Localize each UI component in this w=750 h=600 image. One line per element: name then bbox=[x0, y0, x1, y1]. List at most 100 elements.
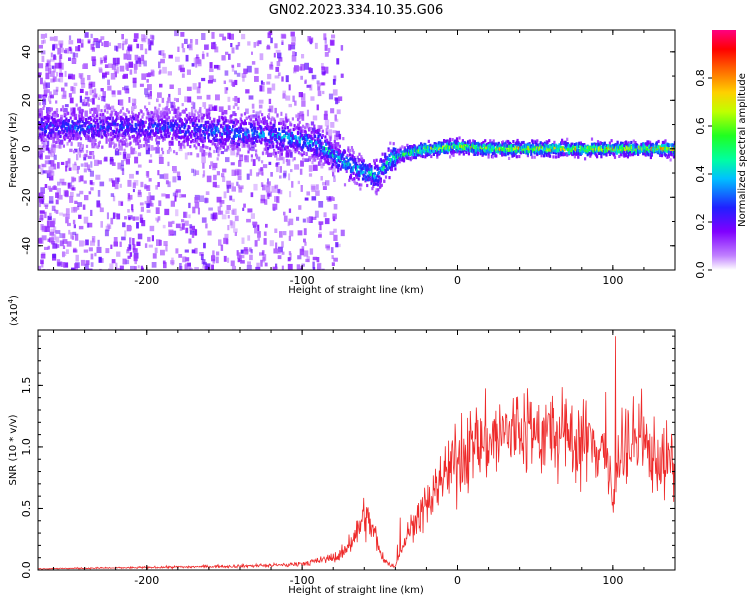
ridge-pixel bbox=[159, 127, 162, 131]
ridge-pixel bbox=[157, 107, 160, 111]
noise-pixel bbox=[175, 223, 181, 229]
ridge-pixel bbox=[322, 155, 325, 159]
ridge-pixel bbox=[85, 144, 89, 148]
ridge-pixel bbox=[336, 137, 339, 141]
noise-pixel bbox=[175, 209, 179, 217]
noise-pixel bbox=[171, 220, 175, 224]
ridge-pixel bbox=[368, 163, 371, 167]
noise-pixel bbox=[170, 140, 174, 146]
noise-pixel bbox=[114, 63, 119, 67]
noise-pixel bbox=[132, 244, 136, 250]
ridge-pixel bbox=[218, 119, 221, 123]
ridge-pixel bbox=[42, 122, 45, 126]
noise-pixel bbox=[122, 258, 127, 265]
noise-pixel bbox=[62, 90, 67, 98]
ridge-pixel bbox=[218, 115, 221, 119]
ridge-pixel bbox=[158, 136, 161, 140]
ridge-pixel bbox=[168, 131, 171, 136]
ridge-pixel bbox=[430, 154, 433, 159]
ridge-pixel bbox=[130, 146, 133, 150]
noise-pixel bbox=[238, 160, 242, 167]
noise-pixel bbox=[333, 228, 337, 233]
ridge-pixel bbox=[196, 133, 199, 137]
noise-pixel bbox=[116, 66, 119, 74]
ridge-pixel bbox=[261, 117, 265, 121]
noise-pixel bbox=[75, 254, 79, 262]
noise-pixel bbox=[266, 81, 271, 85]
ridge-pixel bbox=[486, 149, 489, 153]
noise-pixel bbox=[83, 168, 87, 173]
noise-pixel bbox=[178, 65, 182, 71]
ridge-pixel bbox=[110, 110, 113, 114]
noise-pixel bbox=[311, 186, 316, 192]
noise-pixel bbox=[262, 82, 265, 86]
ridge-pixel bbox=[609, 151, 612, 155]
noise-pixel bbox=[340, 229, 345, 237]
noise-pixel bbox=[111, 259, 116, 264]
ridge-pixel bbox=[421, 154, 424, 159]
noise-pixel bbox=[78, 214, 82, 219]
ridge-pixel bbox=[373, 174, 376, 178]
ridge-pixel bbox=[376, 174, 379, 178]
ridge-pixel bbox=[312, 158, 315, 162]
noise-pixel bbox=[135, 60, 138, 64]
ridge-pixel bbox=[118, 132, 121, 136]
noise-pixel bbox=[311, 74, 317, 80]
noise-pixel bbox=[211, 255, 216, 262]
ridge-pixel bbox=[370, 165, 373, 169]
noise-pixel bbox=[312, 261, 315, 269]
ridge-pixel bbox=[526, 142, 529, 146]
noise-pixel bbox=[288, 208, 292, 213]
ridge-pixel bbox=[500, 144, 503, 148]
noise-pixel bbox=[275, 242, 278, 249]
ridge-pixel bbox=[285, 113, 288, 117]
noise-pixel bbox=[56, 71, 59, 77]
ridge-pixel bbox=[42, 147, 45, 151]
noise-pixel bbox=[168, 221, 173, 228]
ridge-pixel bbox=[237, 106, 240, 110]
ridge-pixel bbox=[138, 112, 141, 116]
ridge-pixel bbox=[390, 158, 394, 162]
ridge-pixel bbox=[64, 119, 67, 123]
ridge-pixel bbox=[436, 155, 439, 159]
noise-pixel bbox=[236, 181, 239, 186]
ridge-pixel bbox=[43, 137, 46, 141]
ridge-pixel bbox=[50, 150, 53, 154]
noise-pixel bbox=[277, 255, 282, 260]
noise-pixel bbox=[194, 133, 197, 138]
ridge-pixel bbox=[293, 124, 296, 128]
ridge-pixel bbox=[356, 155, 359, 159]
ridge-pixel bbox=[465, 148, 468, 152]
noise-pixel bbox=[170, 200, 175, 207]
noise-pixel bbox=[189, 226, 193, 232]
noise-pixel bbox=[62, 251, 65, 258]
noise-pixel bbox=[49, 70, 55, 77]
ridge-pixel bbox=[173, 97, 177, 101]
ridge-pixel bbox=[631, 150, 634, 154]
noise-pixel bbox=[102, 75, 105, 80]
noise-pixel bbox=[228, 142, 233, 147]
noise-pixel bbox=[330, 122, 335, 128]
ridge-pixel bbox=[96, 111, 99, 115]
ridge-pixel bbox=[220, 144, 223, 148]
noise-pixel bbox=[243, 247, 248, 252]
noise-pixel bbox=[230, 221, 236, 229]
noise-pixel bbox=[174, 108, 178, 114]
ridge-pixel bbox=[601, 150, 604, 155]
ridge-pixel bbox=[458, 150, 461, 154]
noise-pixel bbox=[151, 235, 154, 242]
noise-pixel bbox=[141, 34, 146, 41]
noise-pixel bbox=[121, 236, 126, 241]
ridge-pixel bbox=[414, 145, 417, 150]
noise-pixel bbox=[48, 170, 52, 178]
noise-pixel bbox=[203, 242, 206, 249]
noise-pixel bbox=[316, 257, 320, 263]
ridge-pixel bbox=[338, 149, 341, 154]
noise-pixel bbox=[71, 267, 76, 270]
noise-pixel bbox=[84, 110, 88, 117]
ridge-pixel bbox=[196, 115, 200, 120]
ridge-pixel bbox=[104, 133, 107, 137]
ridge-pixel bbox=[138, 135, 141, 139]
ridge-pixel bbox=[207, 120, 210, 124]
noise-pixel bbox=[68, 46, 72, 52]
